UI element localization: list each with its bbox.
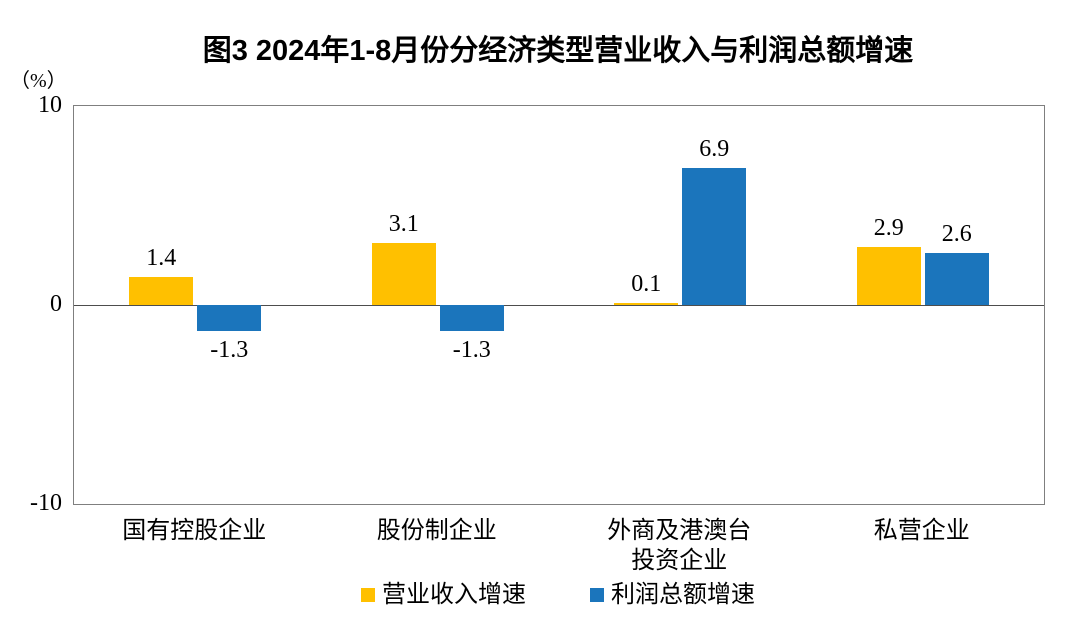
legend-label: 营业收入增速 bbox=[382, 582, 526, 608]
legend-item-profit: 利润总额增速 bbox=[590, 583, 755, 607]
y-tick-label: 10 bbox=[38, 92, 62, 118]
bar-revenue-group1 bbox=[129, 277, 194, 305]
category-label: 私营企业 bbox=[873, 518, 970, 544]
chart-title: 图3 2024年1-8月份分经济类型营业收入与利润总额增速 bbox=[202, 35, 914, 67]
category-label: 国有控股企业 bbox=[122, 518, 267, 544]
data-label: -1.3 bbox=[452, 336, 491, 363]
plot-area: 1.4 -1.3 3.1 -1.3 0.1 6.9 2.9 2.6 bbox=[73, 105, 1045, 505]
legend-label: 利润总额增速 bbox=[611, 582, 755, 608]
bar-profit-group3 bbox=[682, 167, 747, 305]
category-label: 外商及港澳台 投资企业 bbox=[607, 518, 752, 574]
y-axis-unit-label: （%） bbox=[10, 70, 67, 92]
y-tick-label: -10 bbox=[30, 490, 62, 516]
data-label: 3.1 bbox=[388, 211, 419, 238]
zero-line bbox=[74, 304, 1044, 306]
bar-revenue-group3 bbox=[614, 303, 679, 305]
data-label: 1.4 bbox=[146, 245, 177, 272]
bar-profit-group2 bbox=[439, 305, 504, 331]
y-tick-label: 0 bbox=[50, 291, 62, 317]
legend-item-revenue: 营业收入增速 bbox=[361, 583, 526, 607]
data-label: 2.6 bbox=[941, 221, 972, 248]
bar-revenue-group2 bbox=[371, 243, 436, 305]
bar-profit-group4 bbox=[924, 253, 989, 305]
category-label: 股份制企业 bbox=[376, 518, 497, 544]
legend: 营业收入增速 利润总额增速 bbox=[73, 583, 1043, 607]
bar-revenue-group4 bbox=[856, 247, 921, 305]
data-label: 6.9 bbox=[699, 135, 730, 162]
legend-swatch-icon bbox=[361, 588, 375, 602]
data-label: 2.9 bbox=[873, 215, 904, 242]
data-label: -1.3 bbox=[210, 336, 249, 363]
x-axis-category-labels: 国有控股企业 股份制企业 外商及港澳台 投资企业 私营企业 bbox=[73, 516, 1043, 576]
bar-profit-group1 bbox=[197, 305, 262, 331]
legend-swatch-icon bbox=[590, 588, 604, 602]
data-label: 0.1 bbox=[631, 271, 662, 297]
